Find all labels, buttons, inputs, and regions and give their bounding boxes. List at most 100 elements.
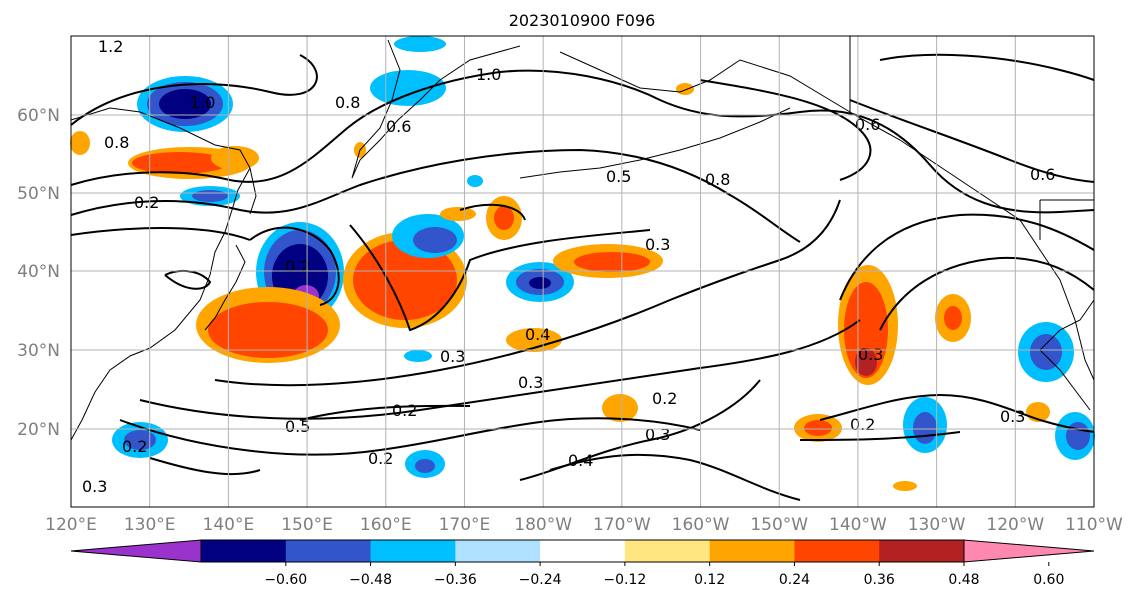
anomaly-blob: [467, 175, 483, 187]
anomaly-blob: [394, 36, 446, 52]
longitude-label: 150°E: [281, 515, 333, 535]
colorbar-extension-min: [70, 539, 202, 563]
contour-line: [149, 457, 261, 476]
contours: [70, 53, 1095, 501]
longitude-label: 170°E: [439, 515, 491, 535]
contour-line: [839, 213, 1095, 301]
longitude-label: 140°E: [203, 515, 255, 535]
gridlines: [71, 36, 1094, 507]
contour-line: [299, 404, 471, 421]
anomaly-blob: [180, 186, 240, 206]
longitude-label: 130°E: [124, 515, 176, 535]
longitude-label: 160°E: [360, 515, 412, 535]
contour-label: 0.8: [705, 170, 730, 189]
contour-label: 0.3: [858, 345, 883, 364]
longitude-label: 180°W: [514, 515, 572, 535]
latitude-labels: 60°N 50°N 40°N 30°N 20°N: [17, 106, 60, 440]
contour-line: [879, 53, 1095, 81]
figure-title: 2023010900 F096: [509, 11, 656, 30]
colorbar-tick-label: 0.60: [1033, 572, 1064, 588]
anomaly-blob: [196, 287, 340, 363]
anomaly-blob: [1055, 412, 1095, 460]
latitude-label: 30°N: [17, 341, 60, 361]
longitude-label: 120°E: [45, 515, 97, 535]
contour-label: 0.2: [368, 449, 393, 468]
colorbar-segment: [285, 540, 372, 562]
colorbar-tick-label: −0.36: [434, 572, 477, 588]
contour-label: 0.6: [855, 115, 880, 134]
colorbar-tick-label: −0.48: [349, 572, 392, 588]
contour-label: 0.2: [134, 193, 159, 212]
contour-line: [70, 227, 251, 241]
contour-label: 0.3: [440, 347, 465, 366]
contour-label: 0.4: [568, 451, 593, 470]
contour-line: [70, 69, 1095, 214]
longitude-label: 140°W: [829, 515, 887, 535]
colorbar-tick-label: −0.24: [519, 572, 562, 588]
coastline-aleutians: [519, 107, 791, 179]
anomaly-blob: [486, 196, 522, 240]
coastline-kamchatka: [351, 39, 521, 179]
longitude-label: 130°W: [908, 515, 966, 535]
contour-label: 0.2: [652, 389, 677, 408]
colorbar-segment: [709, 540, 795, 562]
contour-line: [139, 319, 861, 420]
longitude-labels: 120°E 130°E 140°E 150°E 160°E 170°E 180°W 170°W…: [45, 515, 1123, 535]
contour-label: 1.0: [190, 93, 215, 112]
contour-line: [879, 256, 1095, 331]
contour-line: [459, 203, 526, 221]
contour-label: 0.3: [82, 477, 107, 496]
contour-label: 0.8: [104, 133, 129, 152]
contour-label: 0.3: [1000, 407, 1025, 426]
anomaly-blob: [404, 350, 432, 362]
anomaly-blob: [1018, 322, 1074, 382]
contour-label: 1.2: [98, 37, 123, 56]
colorbar-tick-label: −0.60: [264, 572, 307, 588]
anomaly-blob: [405, 450, 445, 478]
contour-line: [549, 453, 801, 501]
colorbar-extension-max: [963, 539, 1095, 563]
anomaly-blob: [211, 146, 259, 170]
anomaly-blob: [392, 214, 464, 258]
latitude-label: 20°N: [17, 420, 60, 440]
anomaly-blob: [440, 207, 476, 221]
contour-label: 0.5: [285, 417, 310, 436]
colorbar-segment: [370, 540, 456, 562]
colorbar-segment: [879, 540, 965, 562]
border-canada-us: [849, 36, 1094, 240]
colorbar-tick-label: 0.36: [864, 572, 895, 588]
anomaly-blob: [676, 83, 694, 95]
contour-label: 0.8: [335, 93, 360, 112]
contour-line: [70, 54, 318, 126]
colorbar-segment: [455, 540, 541, 562]
anomaly-blob: [935, 294, 971, 342]
contour-line: [349, 224, 651, 332]
contour-labels: 1.2 1.0 1.0 0.8 0.8 0.6 0.6 0.6 0.8 0.5 …: [82, 37, 1055, 496]
colorbar-tick-label: −0.12: [603, 572, 646, 588]
anomaly-blob: [370, 70, 446, 106]
contour-label: 0.3: [645, 425, 670, 444]
contour-label: 0.3: [518, 373, 543, 392]
contour-label: 0.4: [525, 325, 550, 344]
colorbar-frame: [200, 539, 965, 563]
map-area: 1.2 1.0 1.0 0.8 0.8 0.6 0.6 0.6 0.8 0.5 …: [70, 35, 1095, 508]
coastlines: [70, 36, 1095, 441]
colorbar-segment: [201, 540, 287, 562]
map-frame: [70, 35, 1095, 508]
anomaly-blob: [602, 394, 638, 422]
contour-line: [819, 393, 1095, 433]
coastline-japan: [204, 167, 257, 331]
contour-label: 0.6: [386, 117, 411, 136]
colorbar-tick-label: 0.12: [694, 572, 725, 588]
latitude-label: 50°N: [17, 184, 60, 204]
contour-line: [799, 431, 961, 441]
anomaly-blob: [838, 265, 898, 385]
contour-line: [699, 79, 872, 181]
contour-label: 0.2: [122, 437, 147, 456]
longitude-label: 120°W: [986, 515, 1044, 535]
contour-line: [70, 148, 801, 243]
anomaly-blob: [506, 262, 574, 302]
longitude-label: 160°W: [672, 515, 730, 535]
longitude-label: 150°W: [750, 515, 808, 535]
